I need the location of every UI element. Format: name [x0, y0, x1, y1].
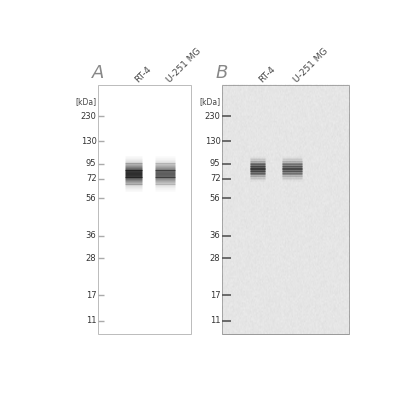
- Text: 230: 230: [81, 112, 96, 121]
- Text: 95: 95: [210, 159, 220, 168]
- Text: U-251 MG: U-251 MG: [292, 46, 330, 84]
- Text: 11: 11: [210, 316, 220, 325]
- Text: 130: 130: [81, 136, 96, 146]
- Text: 230: 230: [205, 112, 220, 121]
- Text: U-251 MG: U-251 MG: [165, 46, 203, 84]
- Text: 17: 17: [210, 290, 220, 300]
- Text: RT-4: RT-4: [258, 64, 278, 84]
- Text: 95: 95: [86, 159, 96, 168]
- Text: 56: 56: [210, 194, 220, 203]
- Text: [kDa]: [kDa]: [75, 97, 96, 106]
- Text: 72: 72: [86, 174, 96, 183]
- Text: 28: 28: [86, 254, 96, 263]
- Text: 36: 36: [86, 231, 96, 240]
- Text: 11: 11: [86, 316, 96, 325]
- Text: [kDa]: [kDa]: [199, 97, 220, 106]
- Text: 28: 28: [210, 254, 220, 263]
- Text: 36: 36: [210, 231, 220, 240]
- Text: B: B: [216, 64, 228, 82]
- Text: A: A: [92, 64, 104, 82]
- Text: 56: 56: [86, 194, 96, 203]
- Text: 17: 17: [86, 290, 96, 300]
- FancyBboxPatch shape: [222, 85, 349, 334]
- FancyBboxPatch shape: [98, 85, 191, 334]
- Text: RT-4: RT-4: [133, 64, 153, 84]
- Text: 72: 72: [210, 174, 220, 183]
- Text: 130: 130: [205, 136, 220, 146]
